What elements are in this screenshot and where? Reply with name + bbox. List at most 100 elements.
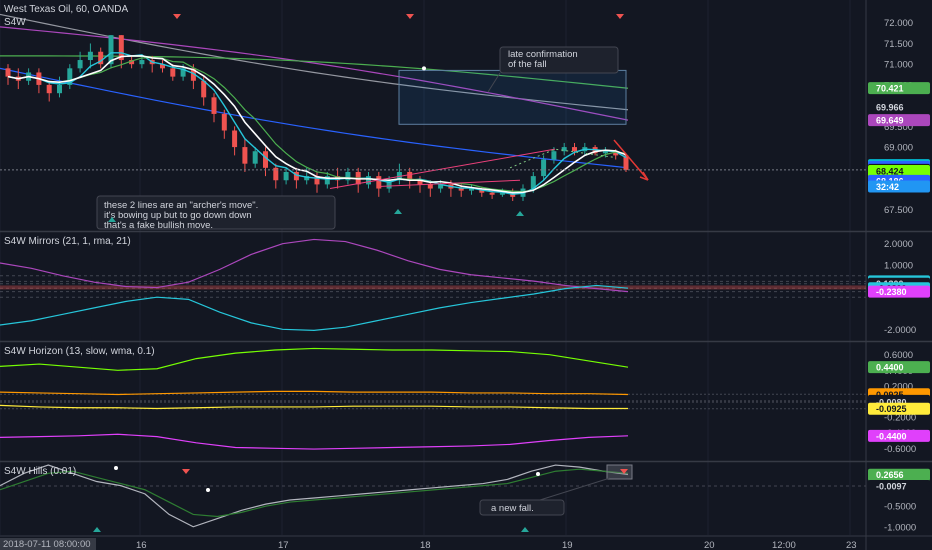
- note-archer: that's a fake bullish move.: [104, 220, 213, 231]
- candle-body: [438, 184, 444, 189]
- candle-body: [67, 68, 73, 85]
- price-badge-bg: [868, 164, 930, 177]
- moving-average-line: [0, 55, 629, 89]
- indicator-tick-label: 0.6000: [884, 350, 913, 361]
- candle-body: [139, 60, 145, 65]
- indicator-tick-label: -1.0000: [884, 522, 916, 533]
- hills-pivot-dot: [114, 466, 118, 470]
- indicator-title: S4W Horizon (13, slow, wma, 0.1): [4, 346, 155, 357]
- indicator-series-line: [0, 238, 629, 293]
- indicator-series-line: [0, 390, 629, 396]
- price-tick-label: 67.500: [884, 205, 913, 216]
- candle-body: [46, 84, 52, 94]
- candle-body: [602, 151, 608, 154]
- mirrors-zero-band: [0, 285, 866, 290]
- candle-body: [314, 176, 320, 185]
- note-late-confirmation: late confirmation: [508, 49, 578, 60]
- price-badge: 32:42: [876, 182, 899, 192]
- chart-title: West Texas Oil, 60, OANDA: [4, 4, 128, 15]
- moving-average-line: [0, 67, 629, 169]
- candle-body: [386, 180, 392, 189]
- price-badge-bg: [868, 101, 930, 114]
- indicator-badge: 0.2656: [876, 470, 904, 480]
- indicator-tick-label: 1.0000: [884, 261, 913, 272]
- price-badge: 69.649: [876, 116, 904, 126]
- indicator-badge: -0.4400: [876, 431, 907, 441]
- price-badge: 68.424: [876, 166, 904, 176]
- hills-sell-marker: [182, 469, 190, 474]
- note-archer-box: [96, 195, 336, 230]
- indicator-badge-bg: [868, 480, 930, 493]
- smooth-line-white: [7, 55, 627, 194]
- candle-body: [98, 51, 104, 65]
- time-tick-label: 17: [278, 540, 289, 550]
- indicator-series-line: [0, 347, 629, 371]
- candle-body: [77, 60, 83, 69]
- indicator-badge-bg: [868, 429, 930, 442]
- sell-signal-marker: [406, 14, 414, 19]
- candle-body: [623, 155, 629, 170]
- indicator-tick-label: 2.0000: [884, 239, 913, 250]
- note-new-fall-box: [479, 499, 565, 516]
- candle-body: [129, 60, 135, 65]
- hills-pivot-dot: [536, 472, 540, 476]
- archer-line-upper: [329, 148, 556, 190]
- fall-arrow-head: [639, 171, 649, 181]
- indicator-tick-label: -0.2000: [884, 413, 916, 424]
- candle-body: [499, 192, 505, 195]
- candle-body: [324, 176, 330, 185]
- candle-body: [407, 171, 413, 181]
- fall-arrow-shaft: [613, 139, 649, 181]
- dotted-peak-line: [509, 148, 616, 169]
- candle-body: [366, 176, 371, 185]
- candle-body: [201, 80, 207, 98]
- price-tick-label: 71.500: [884, 39, 913, 50]
- indicator-tick-label: -0.6000: [884, 444, 916, 455]
- time-tick-label: 18: [420, 540, 431, 550]
- sell-signal-marker: [616, 14, 624, 19]
- candle-body: [561, 147, 567, 152]
- indicator-badge: -0.2380: [876, 287, 907, 297]
- hills-sell-marker: [620, 469, 628, 474]
- cursor-time-bg: [0, 538, 96, 550]
- indicator-series-line: [0, 464, 629, 528]
- candle-body: [613, 151, 619, 156]
- candle-body: [211, 97, 217, 114]
- indicator-badge: -0.0097: [876, 482, 907, 492]
- candle-body: [283, 171, 289, 181]
- note-new-fall: a new fall.: [491, 503, 534, 514]
- chart-subtitle: S4W: [4, 17, 26, 28]
- price-tick-label: 69.000: [884, 143, 913, 154]
- indicator-badge: 0.0925: [876, 390, 904, 400]
- time-tick-label: 20: [704, 540, 715, 550]
- indicator-badge: -0.0925: [876, 404, 907, 414]
- buy-signal-marker: [394, 209, 402, 214]
- price-badge-bg: [868, 82, 930, 95]
- candle-body: [469, 188, 474, 191]
- indicator-tick-label: -0.5000: [884, 502, 916, 513]
- price-tick-label: 72.000: [884, 18, 913, 29]
- indicator-series-line: [0, 468, 629, 518]
- price-tick-label: 71.000: [884, 60, 913, 71]
- note-pointer: [487, 72, 501, 93]
- indicator-badge: -0.0080: [876, 398, 907, 408]
- time-tick-label: 12:00: [772, 540, 796, 550]
- candle-body: [293, 171, 299, 181]
- hills-buy-marker: [93, 527, 101, 532]
- indicator-badge-bg: [868, 361, 930, 374]
- buy-signal-marker: [108, 217, 116, 222]
- note-late-confirmation: of the fall: [508, 59, 547, 70]
- candle-body: [242, 147, 248, 164]
- hills-pivot-dot: [206, 488, 210, 492]
- time-tick-label: 23: [846, 540, 857, 550]
- candle-body: [180, 68, 186, 77]
- price-badge-bg: [868, 180, 930, 193]
- indicator-tick-label: -2.0000: [884, 325, 916, 336]
- candle-body: [541, 159, 547, 177]
- candle-body: [232, 130, 238, 148]
- candle-body: [118, 35, 124, 61]
- price-tick-label: 69.500: [884, 122, 913, 133]
